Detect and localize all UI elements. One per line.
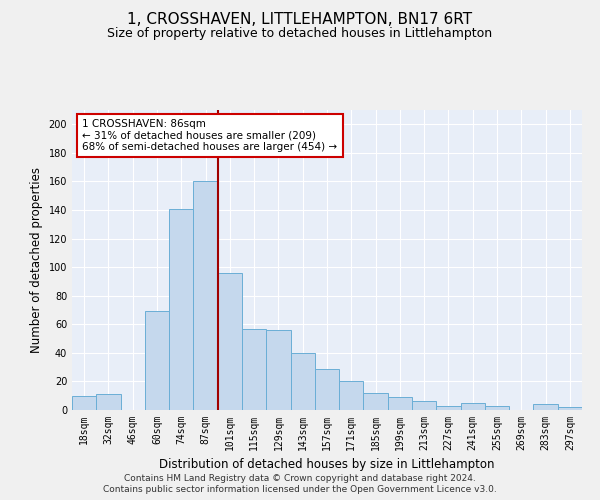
Y-axis label: Number of detached properties: Number of detached properties	[30, 167, 43, 353]
Bar	[96, 394, 121, 410]
X-axis label: Distribution of detached houses by size in Littlehampton: Distribution of detached houses by size …	[159, 458, 495, 471]
Bar	[266, 330, 290, 410]
Bar	[145, 312, 169, 410]
Bar	[218, 273, 242, 410]
Text: Contains HM Land Registry data © Crown copyright and database right 2024.
Contai: Contains HM Land Registry data © Crown c…	[103, 474, 497, 494]
Bar	[461, 403, 485, 410]
Text: Size of property relative to detached houses in Littlehampton: Size of property relative to detached ho…	[107, 28, 493, 40]
Bar	[412, 402, 436, 410]
Bar	[242, 328, 266, 410]
Bar	[388, 397, 412, 410]
Bar	[533, 404, 558, 410]
Text: 1 CROSSHAVEN: 86sqm
← 31% of detached houses are smaller (209)
68% of semi-detac: 1 CROSSHAVEN: 86sqm ← 31% of detached ho…	[82, 119, 337, 152]
Bar	[72, 396, 96, 410]
Bar	[485, 406, 509, 410]
Bar	[290, 353, 315, 410]
Bar	[169, 208, 193, 410]
Bar	[364, 393, 388, 410]
Bar	[315, 368, 339, 410]
Bar	[436, 406, 461, 410]
Text: 1, CROSSHAVEN, LITTLEHAMPTON, BN17 6RT: 1, CROSSHAVEN, LITTLEHAMPTON, BN17 6RT	[127, 12, 473, 28]
Bar	[558, 407, 582, 410]
Bar	[193, 182, 218, 410]
Bar	[339, 382, 364, 410]
